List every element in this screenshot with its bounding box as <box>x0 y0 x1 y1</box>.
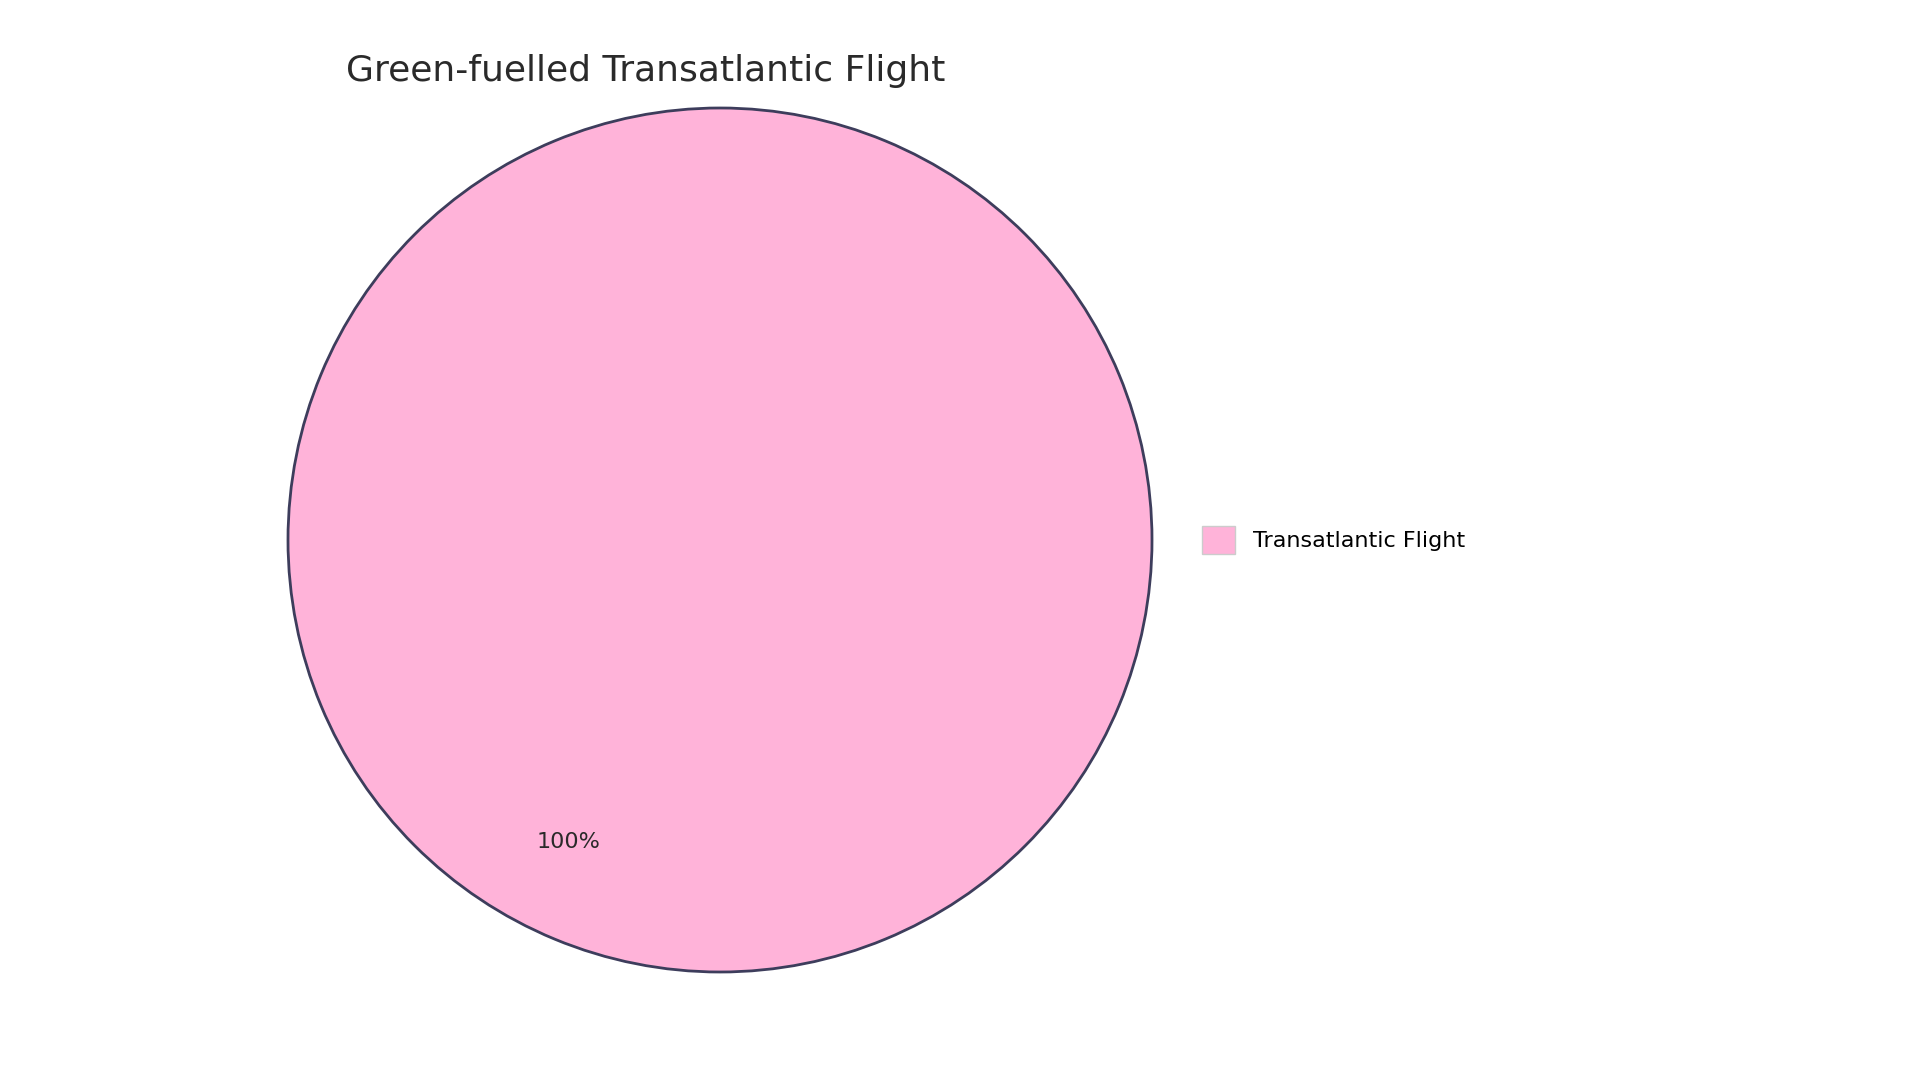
Wedge shape <box>288 108 1152 972</box>
Legend: Transatlantic Flight: Transatlantic Flight <box>1202 526 1465 554</box>
Text: Green-fuelled Transatlantic Flight: Green-fuelled Transatlantic Flight <box>346 54 945 87</box>
Text: 100%: 100% <box>538 833 601 852</box>
